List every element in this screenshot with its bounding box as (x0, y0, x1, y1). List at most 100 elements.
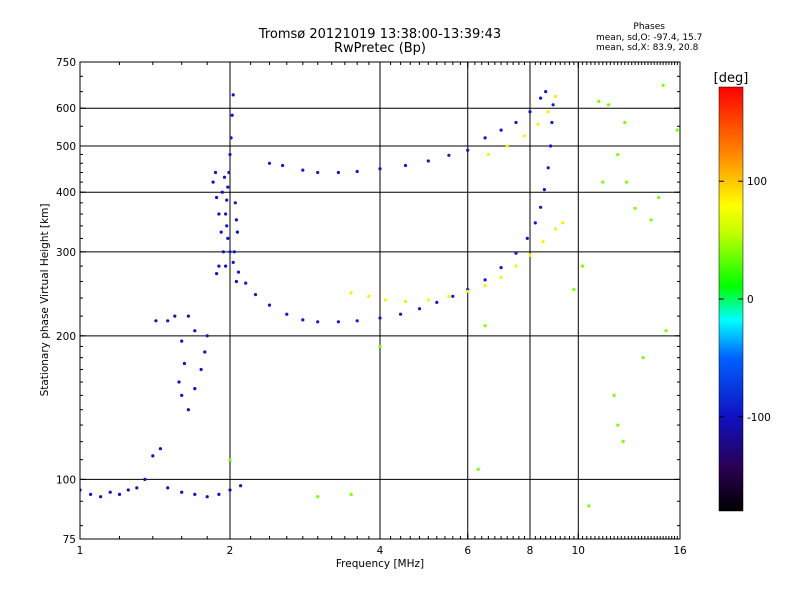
x-tick-label: 1 (77, 545, 84, 557)
data-point (166, 319, 170, 323)
data-point (225, 224, 229, 228)
data-point (205, 495, 209, 499)
data-point (193, 387, 197, 391)
data-point (553, 94, 558, 99)
y-tick-label: 750 (56, 57, 76, 69)
data-point (224, 264, 228, 268)
data-point (528, 110, 532, 114)
x-tick-label: 8 (527, 545, 534, 557)
data-point (230, 113, 234, 117)
data-point (154, 319, 158, 323)
data-point (316, 170, 320, 175)
data-point (217, 264, 221, 268)
data-point (215, 195, 219, 200)
data-point (378, 344, 382, 348)
data-point (483, 324, 487, 328)
data-point (426, 298, 430, 302)
data-point (539, 96, 543, 100)
data-point (466, 289, 470, 293)
x-axis-ticks: 1 2 4 6 8 10 16 (77, 62, 687, 557)
data-point (536, 122, 540, 126)
data-point (499, 128, 503, 132)
colorbar-tick-label: 0 (747, 294, 754, 306)
data-point (234, 279, 238, 284)
data-point (226, 185, 230, 189)
data-point (180, 490, 184, 494)
x-tick-label: 2 (227, 545, 234, 557)
data-point (505, 144, 509, 148)
data-point (222, 175, 227, 179)
colorbar-tick-label: 100 (747, 176, 767, 188)
data-point (285, 312, 289, 316)
data-point (126, 488, 130, 492)
colorbar-tick-label: -100 (747, 412, 771, 424)
data-point (151, 454, 155, 458)
phase-stats-o-mode: mean, sd,O: -97.4, 15.7 (596, 32, 703, 43)
data-point (186, 314, 190, 318)
data-point (143, 477, 147, 481)
y-tick-label: 500 (56, 141, 76, 153)
data-point (514, 120, 518, 125)
data-point (546, 166, 550, 170)
data-point (203, 350, 207, 354)
data-point (355, 319, 359, 323)
data-point (336, 320, 340, 324)
data-point (182, 361, 186, 366)
data-point (466, 148, 470, 152)
data-point (267, 303, 272, 307)
data-point (213, 170, 218, 175)
data-point (236, 270, 241, 274)
y-tick-label: 200 (56, 331, 76, 343)
data-point (193, 492, 197, 496)
data-point (215, 272, 219, 276)
phase-stats-heading: Phases (633, 22, 665, 32)
data-point (229, 136, 233, 140)
data-point (447, 153, 451, 157)
data-point (597, 99, 601, 103)
data-point (426, 159, 430, 163)
data-point (383, 298, 387, 302)
colorbar-unit-label: [deg] (714, 71, 749, 86)
data-point (253, 293, 258, 297)
data-point (281, 163, 285, 168)
x-axis-title: Frequency [MHz] (336, 558, 424, 570)
data-point (649, 218, 653, 222)
data-point (616, 152, 620, 157)
data-point (528, 253, 532, 257)
data-point (499, 275, 503, 280)
data-point (616, 423, 620, 427)
data-point (232, 250, 236, 254)
data-point (235, 230, 239, 234)
data-point (336, 170, 340, 175)
data-point (451, 294, 455, 298)
data-point (550, 120, 554, 125)
data-point (99, 495, 103, 499)
data-point (224, 212, 228, 216)
data-point (581, 264, 585, 268)
data-point (483, 136, 487, 140)
data-point (522, 134, 527, 138)
data-point (542, 188, 547, 192)
data-point (267, 161, 272, 165)
data-point (180, 339, 184, 343)
data-point (601, 180, 605, 184)
data-point (135, 486, 139, 490)
data-point (226, 236, 230, 240)
data-point (661, 83, 665, 87)
data-point (525, 236, 529, 240)
data-point (483, 278, 487, 282)
data-point (166, 486, 170, 490)
data-point (173, 314, 177, 318)
data-point (355, 169, 359, 174)
data-point (553, 227, 558, 231)
data-point (399, 312, 403, 316)
data-point (180, 393, 184, 397)
data-points (80, 83, 679, 508)
x-tick-label: 6 (464, 545, 471, 557)
data-point (217, 212, 221, 216)
data-point (367, 294, 371, 298)
data-point (541, 240, 545, 244)
data-point (205, 334, 209, 338)
data-point (239, 484, 243, 488)
